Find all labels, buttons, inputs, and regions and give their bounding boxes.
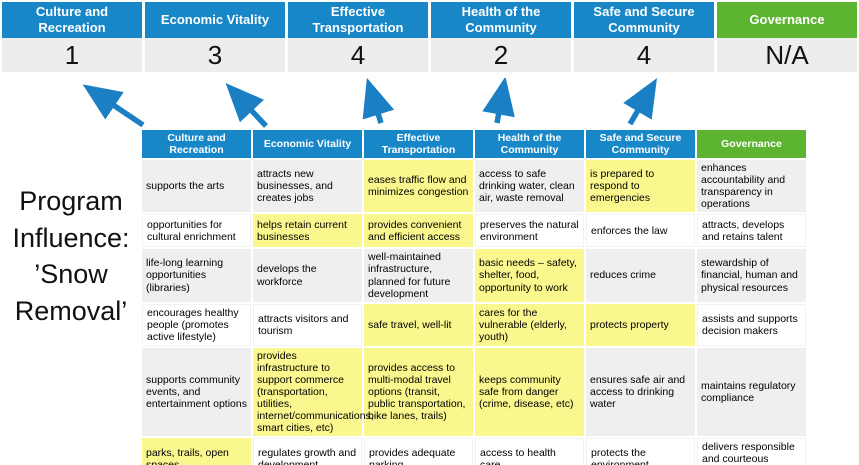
matrix-row: supports the arts attracts new businesses… (142, 160, 806, 213)
summary-score: N/A (717, 38, 857, 72)
summary-column-1: Economic Vitality 3 (145, 2, 285, 72)
matrix-cell: parks, trails, open spaces (142, 438, 251, 465)
influence-matrix: Culture and Recreation Economic Vitality E… (140, 128, 808, 465)
matrix-cell: well-maintained infrastructure, planned … (364, 249, 473, 302)
matrix-cell: stewardship of financial, human and phys… (697, 249, 806, 302)
program-label-line: Program (19, 186, 123, 216)
arrow-icon-safe (623, 78, 657, 126)
matrix-cell: keeps community safe from danger (crime,… (475, 347, 584, 437)
arrow-icon-economic (225, 82, 269, 128)
matrix-cell: attracts visitors and tourism (253, 303, 362, 346)
matrix-cell: basic needs – safety, shelter, food, opp… (475, 249, 584, 302)
influence-arrows (82, 78, 657, 128)
program-influence-label: Program Influence: ’Snow Removal’ (0, 183, 142, 330)
matrix-cell: reduces crime (586, 249, 695, 302)
program-label-line: Influence: (12, 222, 130, 253)
matrix-cell: access to safe drinking water, clean air… (475, 160, 584, 213)
matrix-cell: preserves the natural environment (475, 214, 584, 248)
summary-score: 3 (145, 38, 285, 72)
matrix-cell: supports community events, and entertain… (142, 347, 251, 437)
program-label-line: ’Snow (34, 259, 108, 290)
matrix-cell: provides adequate parking (364, 438, 473, 465)
matrix-cell: eases traffic flow and minimizes congest… (364, 160, 473, 213)
matrix-column-header: Health of the Community (475, 130, 584, 159)
matrix-cell: protects the environment (586, 438, 695, 465)
matrix-cell: regulates growth and development (253, 438, 362, 465)
program-label-line: Removal’ (14, 296, 128, 327)
summary-header: Governance (717, 2, 857, 38)
matrix-cell: attracts, develops and retains talent (697, 214, 806, 248)
summary-column-5: Governance N/A (717, 2, 857, 72)
matrix-cell: cares for the vulnerable (elderly, youth… (475, 303, 584, 346)
summary-header: Economic Vitality (145, 2, 285, 38)
matrix-row: supports community events, and entertain… (142, 347, 806, 437)
matrix-cell: protects property (586, 303, 695, 346)
summary-row: Culture and Recreation 1 Economic Vitality… (2, 2, 857, 72)
summary-score: 4 (574, 38, 714, 72)
matrix-row: life-long learning opportunities (librar… (142, 249, 806, 302)
matrix-cell: assists and supports decision makers (697, 303, 806, 346)
arrow-icon-transportation (362, 78, 395, 124)
matrix-cell: maintains regulatory compliance (697, 347, 806, 437)
matrix-row: opportunities for cultural enrichment hel… (142, 214, 806, 248)
matrix-cell: opportunities for cultural enrichment (142, 214, 251, 248)
summary-header: Safe and Secure Community (574, 2, 714, 38)
arrow-icon-culture (82, 84, 145, 128)
matrix-cell: is prepared to respond to emergencies (586, 160, 695, 213)
matrix-column-header: Effective Transportation (364, 130, 473, 159)
matrix-cell: enforces the law (586, 214, 695, 248)
matrix-cell: provides convenient and efficient access (364, 214, 473, 248)
summary-column-4: Safe and Secure Community 4 (574, 2, 714, 72)
summary-score: 1 (2, 38, 142, 72)
arrow-icon-health (482, 78, 515, 124)
matrix-cell: helps retain current businesses (253, 214, 362, 248)
matrix-column-header: Culture and Recreation (142, 130, 251, 159)
matrix-cell: provides infrastructure to support comme… (253, 347, 374, 437)
summary-header: Effective Transportation (288, 2, 428, 38)
matrix-cell: encourages healthy people (promotes acti… (142, 303, 251, 346)
summary-score: 2 (431, 38, 571, 72)
matrix-cell: access to health care (475, 438, 584, 465)
matrix-cell: life-long learning opportunities (librar… (142, 249, 251, 302)
summary-column-3: Health of the Community 2 (431, 2, 571, 72)
matrix-row: encourages healthy people (promotes acti… (142, 303, 806, 346)
summary-header: Culture and Recreation (2, 2, 142, 38)
summary-column-0: Culture and Recreation 1 (2, 2, 142, 72)
matrix-cell: attracts new businesses, and creates job… (253, 160, 362, 213)
matrix-cell: enhances accountability and transparency… (697, 160, 806, 213)
matrix-cell: supports the arts (142, 160, 251, 213)
matrix-cell: ensures safe air and access to drinking … (586, 347, 695, 437)
matrix-column-header: Economic Vitality (253, 130, 362, 159)
summary-header: Health of the Community (431, 2, 571, 38)
matrix-column-header: Safe and Secure Community (586, 130, 695, 159)
matrix-column-header: Governance (697, 130, 806, 159)
matrix-cell: develops the workforce (253, 249, 362, 302)
matrix-cell: safe travel, well-lit (364, 303, 473, 346)
matrix-row: parks, trails, open spacesregulates grow… (142, 438, 806, 465)
summary-score: 4 (288, 38, 428, 72)
matrix-cell: delivers responsible and courteous servi… (697, 438, 806, 465)
summary-column-2: Effective Transportation 4 (288, 2, 428, 72)
matrix-cell: provides access to multi-modal travel op… (364, 347, 473, 437)
